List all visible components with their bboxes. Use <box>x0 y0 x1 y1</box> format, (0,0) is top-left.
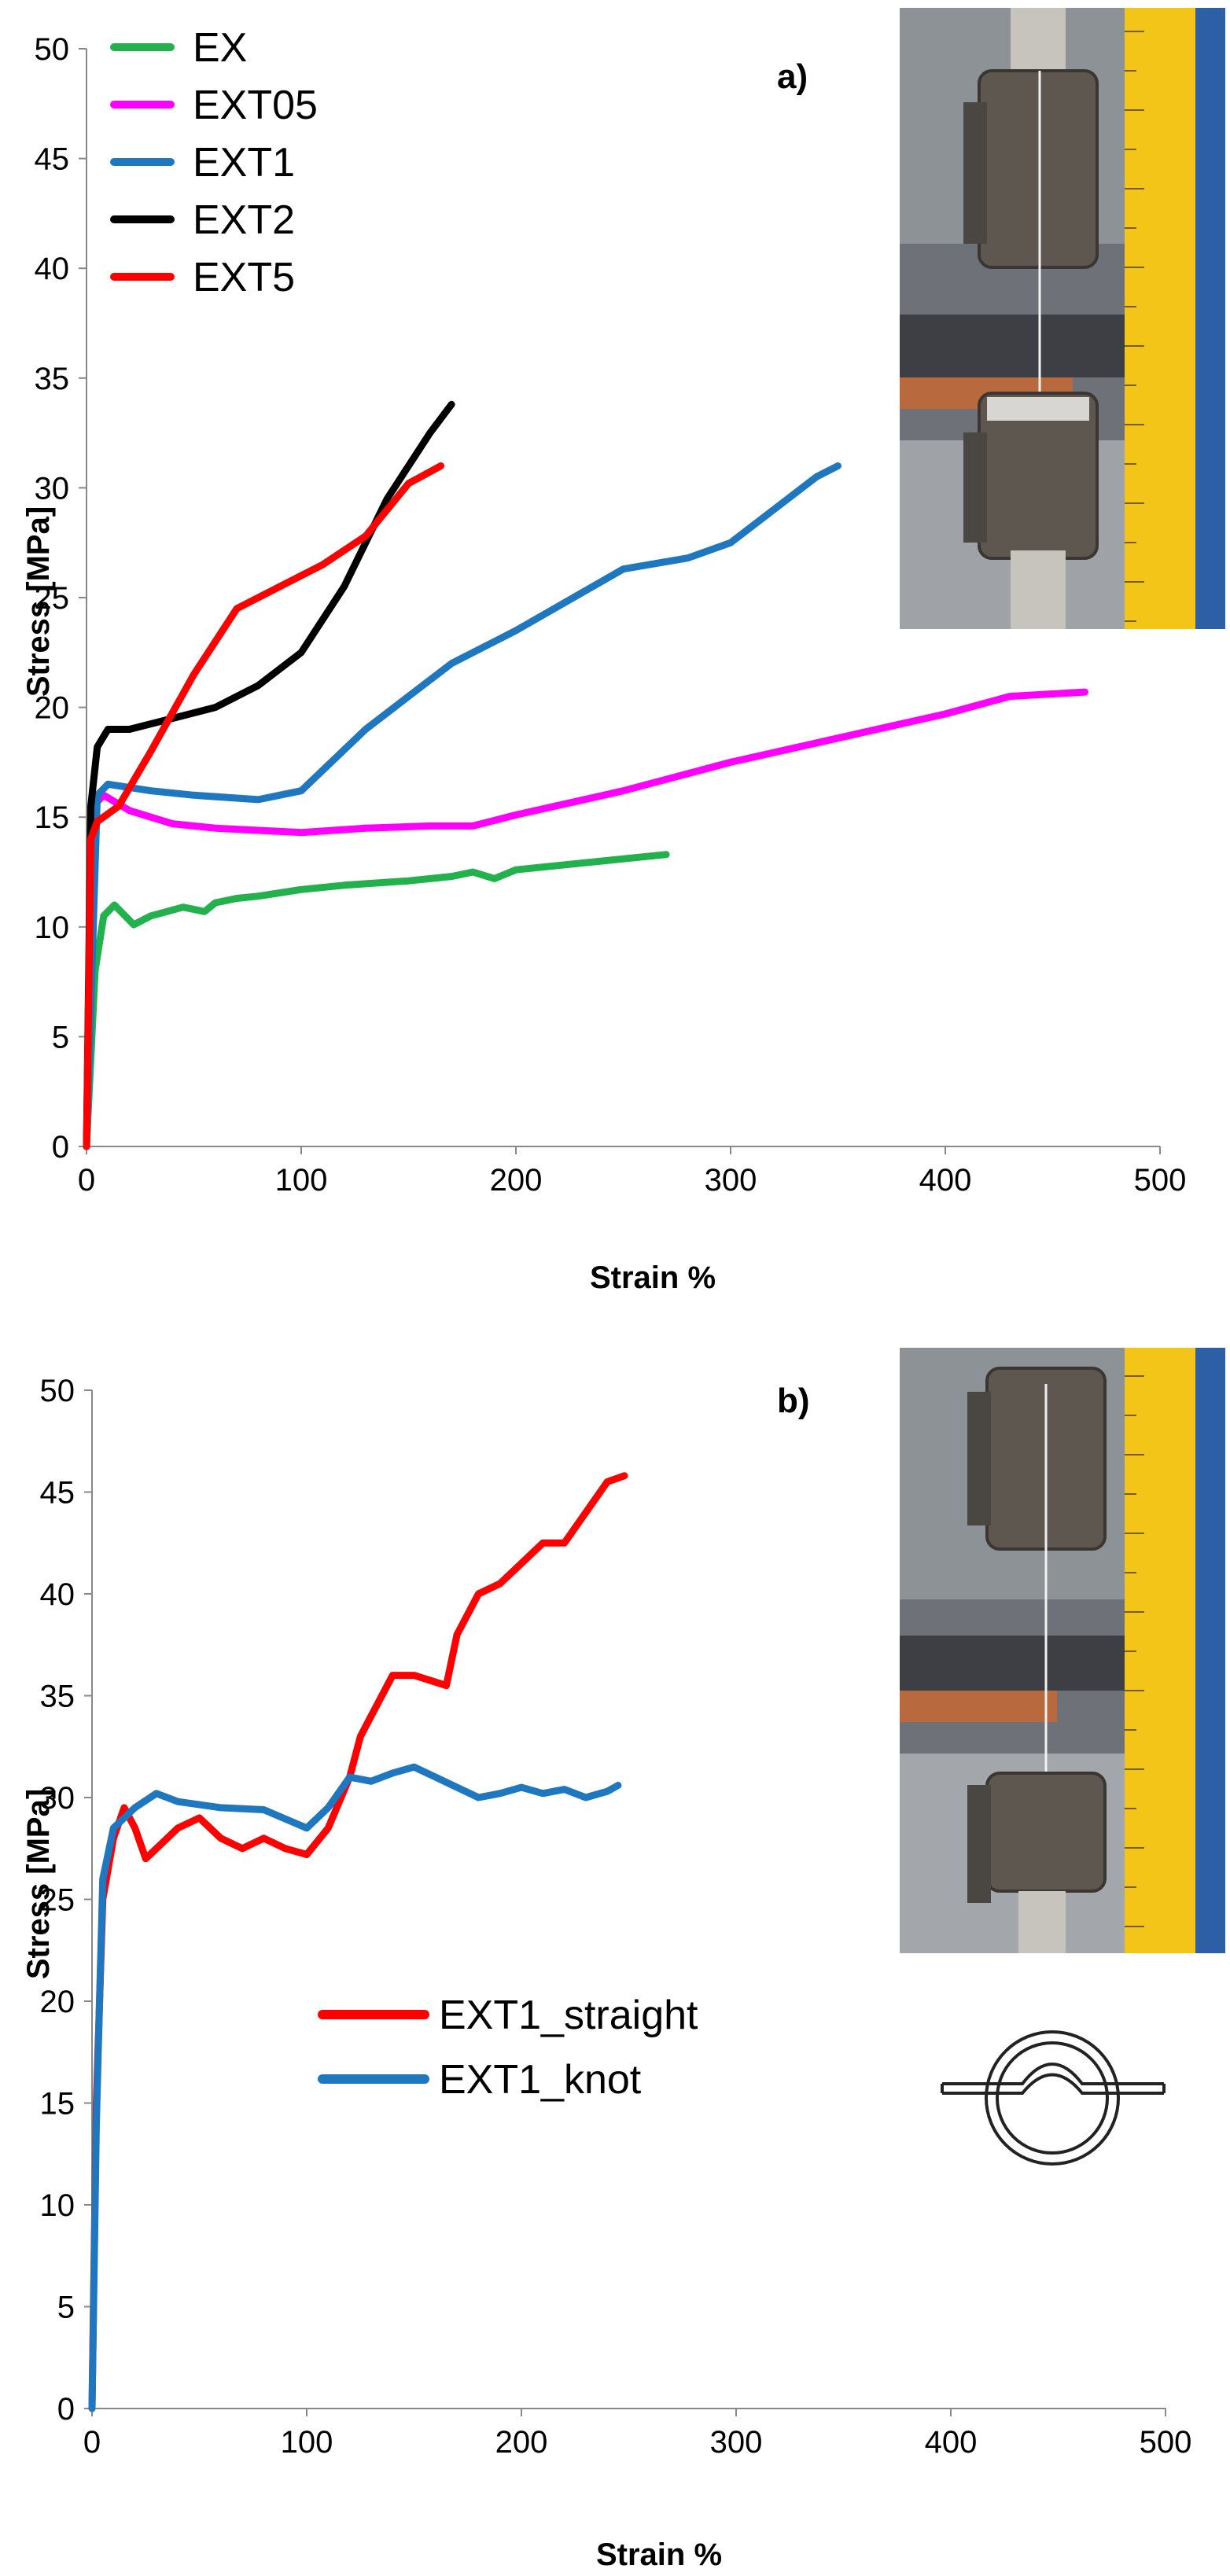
panel-a-y-tick-label: 0 <box>52 1130 69 1165</box>
panel-b-y-tick-label: 10 <box>40 2188 75 2223</box>
panel-b-y-tick-label: 20 <box>40 1985 75 2019</box>
tensile-test-photo-a <box>900 8 1225 629</box>
panel-b-x-tick-label: 0 <box>83 2425 101 2460</box>
panel-b-x-tick-label: 500 <box>1140 2425 1192 2460</box>
panel-a-y-tick-label: 30 <box>35 471 70 506</box>
panel-b-series <box>88 1472 628 2412</box>
panel-b-x-tick-label: 300 <box>710 2425 763 2460</box>
panel-a-y-tick-label: 20 <box>35 691 70 726</box>
panel-a-x-tick-label: 100 <box>275 1163 328 1198</box>
panel-b-y-tick-label: 15 <box>40 2087 75 2122</box>
panel-b-label: b) <box>777 1382 810 1420</box>
panel-a-y-tick-label: 40 <box>35 252 70 286</box>
panel-a-y-axis-title: Stress [MPa] <box>21 506 56 697</box>
panel-a-y-tick-label: 50 <box>35 32 70 67</box>
panel-a-x-tick-label: 0 <box>78 1163 95 1198</box>
panel-b-x-axis-title: Strain % <box>596 2537 722 2572</box>
panel-a-legend: EX EXT05 EXT1 EXT2 EXT5 <box>110 25 318 300</box>
panel-a-label: a) <box>777 57 808 96</box>
panel-a-x-tick-label: 400 <box>919 1163 972 1198</box>
panel-a-x-tick-label: 300 <box>705 1163 757 1198</box>
panel-b-y-tick-label: 50 <box>40 1374 75 1408</box>
panel-a-y-tick-label: 25 <box>35 581 70 616</box>
panel-a-y-tick-label: 35 <box>35 362 70 396</box>
panel-b-x-tick-label: 400 <box>925 2425 978 2460</box>
panel-b-y-tick-label: 45 <box>40 1476 75 1511</box>
series-line-ext1-straight <box>88 1472 628 2412</box>
legend-label-ext2: EXT2 <box>193 197 295 243</box>
series-line-ext1-knot <box>88 1763 622 2412</box>
series-line-ext05 <box>83 688 1088 1150</box>
panel-a-x-tick-label: 500 <box>1134 1163 1187 1198</box>
panel-a-series <box>83 400 1088 1150</box>
series-line-ext2 <box>83 400 455 1150</box>
panel-a-x-axis-title: Strain % <box>590 1260 716 1295</box>
panel-b-y-tick-label: 35 <box>40 1680 75 1714</box>
panel-b-y-tick-label: 0 <box>57 2392 75 2427</box>
panel-b-y-tick-label: 5 <box>57 2291 75 2325</box>
panel-b-x-tick-label: 200 <box>495 2425 548 2460</box>
panel-b-y-tick-label: 30 <box>40 1781 75 1816</box>
panel-b-y-tick-label: 40 <box>40 1577 75 1612</box>
legend-label-ext5: EXT5 <box>193 255 295 300</box>
panel-a-y-tick-label: 10 <box>35 911 70 945</box>
legend-label-ext05: EXT05 <box>193 83 318 128</box>
series-line-ex <box>83 851 670 1150</box>
legend-label-ex: EX <box>193 25 247 71</box>
panel-a-y-tick-label: 45 <box>35 142 70 177</box>
knot-diagram-icon <box>941 2030 1166 2166</box>
panel-b-y-tick-label: 25 <box>40 1883 75 1918</box>
legend-label-ext1-straight: EXT1_straight <box>439 1993 698 2038</box>
panel-b-x-tick-label: 100 <box>281 2425 333 2460</box>
series-line-ext1 <box>83 462 841 1150</box>
panel-a-x-tick-label: 200 <box>490 1163 543 1198</box>
panel-b-y-axis-title: Stress [MPa] <box>21 1789 56 1979</box>
panel-a-y-tick-label: 5 <box>52 1020 69 1054</box>
legend-label-ext1-knot: EXT1_knot <box>439 2057 642 2103</box>
panel-a-y-tick-label: 15 <box>35 800 70 835</box>
series-line-ext5 <box>83 462 444 1150</box>
knot-test-photo-b <box>900 1348 1225 1953</box>
panel-b-legend: EXT1_straight EXT1_knot <box>318 1993 698 2103</box>
legend-label-ext1: EXT1 <box>193 140 295 186</box>
